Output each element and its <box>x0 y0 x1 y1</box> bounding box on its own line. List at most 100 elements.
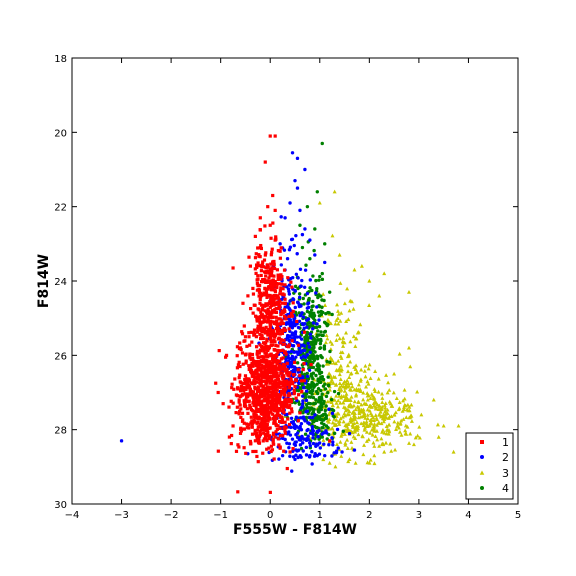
data-point <box>278 393 282 397</box>
data-point <box>383 440 388 445</box>
data-point <box>272 262 276 266</box>
data-point <box>355 427 360 432</box>
data-point <box>315 287 319 291</box>
data-point <box>342 388 347 393</box>
data-point <box>257 438 261 442</box>
data-point <box>264 347 268 351</box>
data-point <box>311 441 316 446</box>
data-point <box>256 327 260 331</box>
data-point <box>261 326 265 330</box>
data-point <box>372 395 377 400</box>
data-point <box>267 320 271 324</box>
data-point <box>257 254 261 258</box>
y-tick-label: 22 <box>54 203 67 214</box>
data-point <box>253 361 257 365</box>
data-point <box>279 312 283 316</box>
data-point <box>287 292 292 296</box>
data-point <box>260 417 264 421</box>
data-point <box>393 410 398 415</box>
data-point <box>359 402 364 407</box>
data-point <box>363 363 368 368</box>
data-point <box>261 315 265 319</box>
data-point <box>278 249 282 253</box>
data-point <box>281 387 286 391</box>
data-point <box>302 348 307 353</box>
data-point <box>251 381 255 385</box>
data-point <box>243 379 247 383</box>
data-point <box>317 318 321 322</box>
data-point <box>268 274 272 278</box>
data-point <box>313 424 317 429</box>
data-point <box>308 453 312 458</box>
data-point <box>263 397 267 401</box>
data-point <box>322 344 327 348</box>
data-point <box>322 422 326 427</box>
data-point <box>250 419 254 423</box>
data-point <box>338 318 343 323</box>
data-point <box>314 291 318 295</box>
data-point <box>336 391 341 396</box>
data-point <box>265 361 269 365</box>
data-point <box>300 389 304 394</box>
data-point <box>273 310 277 314</box>
data-point <box>402 396 407 401</box>
data-point <box>392 419 397 424</box>
data-point <box>265 418 269 422</box>
data-point <box>323 340 328 345</box>
data-point <box>290 237 295 241</box>
y-tick-label: 28 <box>54 426 67 437</box>
data-point <box>290 151 295 155</box>
data-point <box>347 397 352 402</box>
data-point <box>224 355 228 359</box>
data-point <box>283 369 287 373</box>
data-point <box>276 344 280 348</box>
data-point <box>280 282 284 286</box>
data-point <box>366 381 371 386</box>
data-point <box>265 376 270 381</box>
data-point <box>273 134 277 138</box>
data-point <box>323 408 327 413</box>
data-point <box>237 360 241 364</box>
data-point <box>384 424 389 428</box>
data-point <box>285 466 289 471</box>
data-point <box>318 446 323 450</box>
data-point <box>337 381 342 386</box>
data-point <box>249 408 254 412</box>
data-point <box>271 440 275 444</box>
data-point <box>358 377 363 382</box>
data-point <box>251 421 255 425</box>
data-point <box>276 249 280 253</box>
data-point <box>274 423 278 427</box>
data-point <box>279 338 283 342</box>
data-point <box>261 260 265 264</box>
data-point <box>290 410 294 414</box>
data-point <box>451 449 456 454</box>
data-point <box>239 384 243 389</box>
data-point <box>304 453 309 457</box>
data-point <box>295 335 299 339</box>
data-point <box>294 415 299 419</box>
data-point <box>245 384 249 389</box>
data-point <box>283 399 287 403</box>
data-point <box>258 297 262 302</box>
data-point <box>232 387 236 391</box>
data-point <box>338 439 343 444</box>
data-point <box>214 381 218 385</box>
data-point <box>335 302 340 307</box>
data-point <box>401 417 406 421</box>
data-point <box>276 350 280 354</box>
data-point <box>307 421 311 426</box>
data-point <box>263 286 267 290</box>
data-point <box>261 265 266 269</box>
data-point <box>235 354 239 358</box>
data-point <box>239 415 243 420</box>
data-point <box>263 253 267 257</box>
data-point <box>249 421 253 425</box>
data-point <box>362 425 367 430</box>
data-point <box>272 284 277 288</box>
data-point <box>326 383 331 388</box>
points-layer <box>119 134 461 494</box>
data-point <box>253 439 257 443</box>
data-point <box>266 303 270 307</box>
data-point <box>256 261 260 265</box>
